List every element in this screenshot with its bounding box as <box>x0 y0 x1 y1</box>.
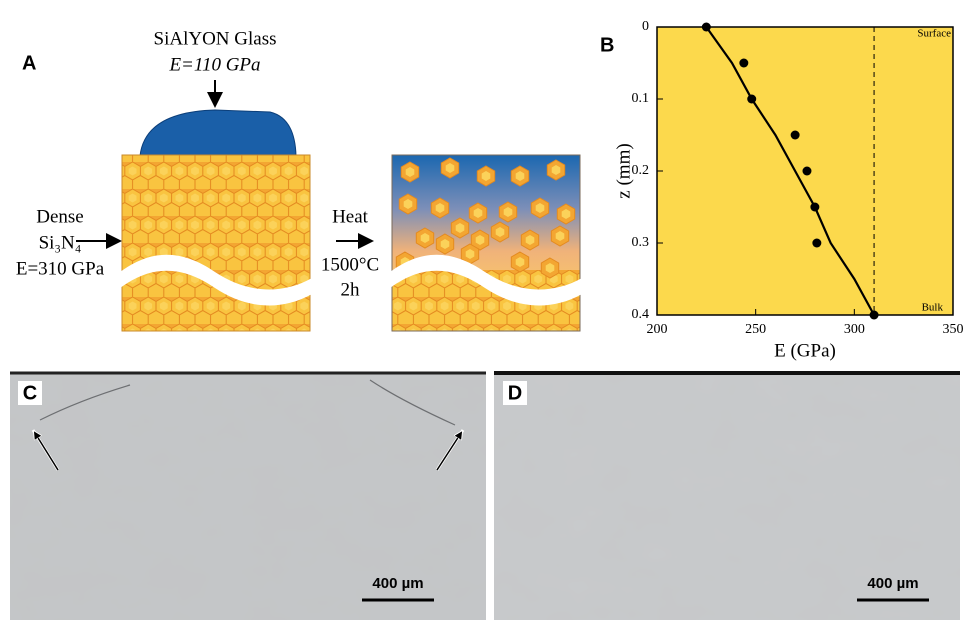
data-point <box>791 131 800 140</box>
data-point <box>747 95 756 104</box>
y-axis-label: z (mm) <box>613 143 634 198</box>
figure: A SiAlYON Glass E=110 GPa Dense Si₃N₄ E=… <box>0 0 964 620</box>
glass-drop <box>140 110 296 156</box>
x-tick-label: 350 <box>943 322 964 337</box>
data-point <box>812 239 821 248</box>
scale-bar-label: 400 µm <box>372 575 423 592</box>
x-tick-label: 250 <box>745 322 766 337</box>
annotation: Surface <box>917 28 951 40</box>
y-tick-label: 0 <box>642 19 649 34</box>
data-point <box>802 167 811 176</box>
y-tick-label: 0.1 <box>632 91 650 106</box>
glass-name: SiAlYON Glass <box>154 28 277 49</box>
duration: 2h <box>341 279 361 300</box>
scale-bar-label: 400 µm <box>867 575 918 592</box>
substrate-formula: Si₃N₄ <box>39 232 82 253</box>
substrate-name: Dense <box>36 206 83 227</box>
glass-modulus: E=110 GPa <box>168 54 260 75</box>
data-point <box>739 59 748 68</box>
data-point <box>810 203 819 212</box>
y-tick-label: 0.3 <box>632 235 650 250</box>
data-point <box>870 311 879 320</box>
x-tick-label: 200 <box>647 322 668 337</box>
process: Heat <box>332 206 369 227</box>
substrate-block <box>122 155 310 331</box>
annotation: Bulk <box>922 302 944 314</box>
panel-label: C <box>23 382 37 404</box>
data-point <box>702 23 711 32</box>
panel-label: A <box>22 52 36 74</box>
substrate-modulus: E=310 GPa <box>16 258 105 279</box>
figure-canvas: A SiAlYON Glass E=110 GPa Dense Si₃N₄ E=… <box>0 0 964 620</box>
panel-d: D 400 µm <box>494 372 960 620</box>
panel-a: A SiAlYON Glass E=110 GPa Dense Si₃N₄ E=… <box>16 28 582 331</box>
panel-label: B <box>600 34 614 56</box>
temperature: 1500°C <box>321 254 379 275</box>
y-tick-label: 0.4 <box>632 307 650 322</box>
x-tick-label: 300 <box>844 322 865 337</box>
panel-c: C 400 µm <box>10 372 486 620</box>
x-axis-label: E (GPa) <box>774 340 836 361</box>
panel-label: D <box>508 382 522 404</box>
annealed-block <box>390 155 582 331</box>
